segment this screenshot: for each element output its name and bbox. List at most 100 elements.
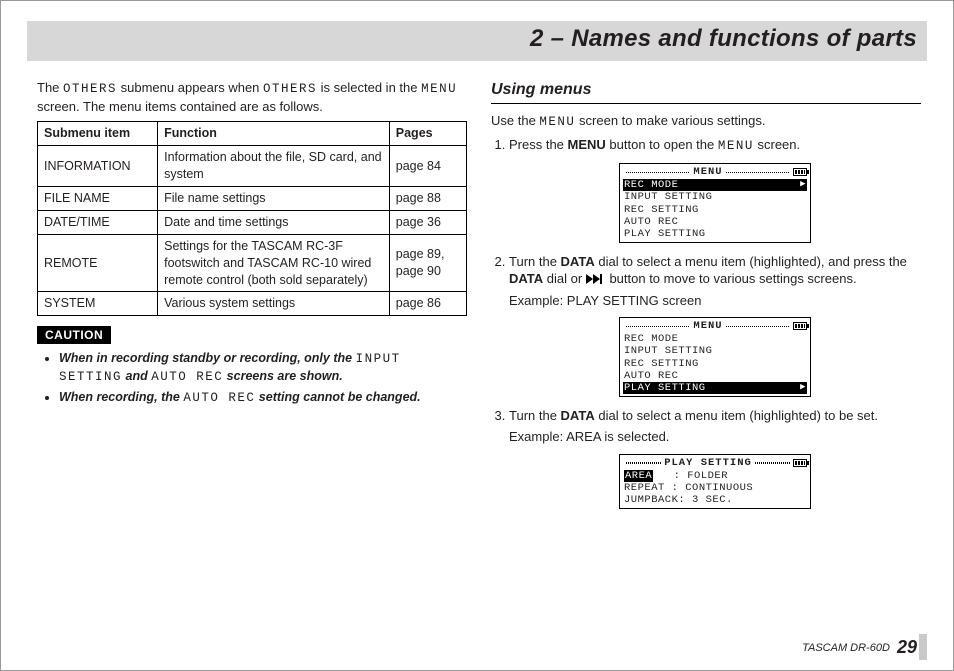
t: The <box>37 80 63 95</box>
lcd-text: OTHERS <box>263 82 317 96</box>
t: When in recording standby or recording, … <box>59 351 356 365</box>
sel-key: AREA <box>624 470 653 482</box>
t: AUTO REC <box>624 216 678 228</box>
t: dial to select a menu item (highlighted)… <box>595 254 907 269</box>
fast-forward-icon <box>586 274 606 284</box>
t: button to move to various settings scree… <box>606 271 857 286</box>
t: INPUT SETTING <box>624 345 712 357</box>
t: When recording, the <box>59 390 183 404</box>
lcd-row: REC MODE <box>623 333 807 345</box>
lcd-row: PLAY SETTING <box>623 228 807 240</box>
triangle-icon: ▶ <box>800 382 806 394</box>
t: PLAY SETTING <box>624 382 706 394</box>
key: REPEAT <box>624 482 665 494</box>
cell: SYSTEM <box>38 292 158 316</box>
t: setting cannot be changed. <box>255 390 420 404</box>
table-row: INFORMATION Information about the file, … <box>38 146 467 187</box>
t: REC MODE <box>624 333 678 345</box>
bar-icon <box>726 326 790 328</box>
battery-icon <box>793 322 807 330</box>
t: screens are shown. <box>223 369 343 383</box>
cell: FILE NAME <box>38 187 158 211</box>
step: Turn the DATA dial to select a menu item… <box>509 253 921 397</box>
lcd-row: INPUT SETTING <box>623 191 807 203</box>
t: dial to select a menu item (highlighted)… <box>595 408 878 423</box>
submenu-table: Submenu item Function Pages INFORMATION … <box>37 121 467 316</box>
table-row: SYSTEM Various system settings page 86 <box>38 292 467 316</box>
cell: page 36 <box>389 210 466 234</box>
battery-icon <box>793 168 807 176</box>
lcd-row: REPEAT : CONTINUOUS <box>623 482 807 494</box>
intro-text: The OTHERS submenu appears when OTHERS i… <box>37 79 467 115</box>
t: is selected in the <box>317 80 421 95</box>
t: REC SETTING <box>624 204 699 216</box>
lcd-row: AUTO REC <box>623 370 807 382</box>
footer-model: TASCAM DR-60D <box>802 642 890 654</box>
table-row: REMOTE Settings for the TASCAM RC-3F foo… <box>38 234 467 292</box>
bold: DATA <box>561 408 595 423</box>
caution-label: CAUTION <box>37 326 111 344</box>
steps-list: Press the MENU button to open the MENU s… <box>509 136 921 509</box>
lcd-title-row: MENU <box>623 166 807 179</box>
t: and <box>122 369 151 383</box>
t: REC SETTING <box>624 358 699 370</box>
t: dial or <box>543 271 586 286</box>
step-example: Example: PLAY SETTING screen <box>509 292 921 310</box>
cell: File name settings <box>158 187 390 211</box>
table-header-row: Submenu item Function Pages <box>38 122 467 146</box>
cell: Settings for the TASCAM RC-3F footswitch… <box>158 234 390 292</box>
bold: MENU <box>568 137 606 152</box>
caution-list: When in recording standby or recording, … <box>59 350 467 407</box>
bar-icon <box>626 172 690 174</box>
kv: AREA : FOLDER <box>624 470 728 482</box>
t: Turn the <box>509 254 561 269</box>
triangle-icon: ▶ <box>800 179 806 191</box>
th: Pages <box>389 122 466 146</box>
val: : FOLDER <box>674 470 728 482</box>
lcd-title-row: PLAY SETTING <box>623 457 807 470</box>
left-column: The OTHERS submenu appears when OTHERS i… <box>37 79 467 410</box>
step: Turn the DATA dial to select a menu item… <box>509 407 921 509</box>
t: PLAY SETTING <box>624 228 706 240</box>
cell: Date and time settings <box>158 210 390 234</box>
step-example: Example: AREA is selected. <box>509 428 921 446</box>
bar-icon <box>726 172 790 174</box>
t: button to open the <box>606 137 718 152</box>
page-number: 29 <box>897 637 917 657</box>
t: screen. <box>754 137 800 152</box>
lcd-screenshot-3: PLAY SETTING AREA : FOLDER REPEAT : CONT… <box>619 454 811 509</box>
lcd-row: JUMPBACK: 3 SEC. <box>623 494 807 506</box>
t: screen to make various settings. <box>575 113 765 128</box>
t: REC MODE <box>624 179 678 191</box>
t: Press the <box>509 137 568 152</box>
lcd-row: REC MODE ▶ <box>623 179 807 191</box>
t: INPUT SETTING <box>624 191 712 203</box>
bar-icon <box>626 462 661 464</box>
lcd-text: MENU <box>718 139 754 153</box>
th: Submenu item <box>38 122 158 146</box>
th: Function <box>158 122 390 146</box>
cell: Various system settings <box>158 292 390 316</box>
lcd-row: REC SETTING <box>623 358 807 370</box>
footer: TASCAM DR-60D 29 <box>802 637 917 658</box>
battery-icon <box>793 459 807 467</box>
lcd-row: PLAY SETTING ▶ <box>623 382 807 394</box>
bar-icon <box>755 462 790 464</box>
lcd-screenshot-2: MENU REC MODE INPUT SETTING REC SETTING … <box>619 317 811 396</box>
cell: INFORMATION <box>38 146 158 187</box>
cell: DATE/TIME <box>38 210 158 234</box>
t: AUTO REC <box>624 370 678 382</box>
chapter-title: 2 – Names and functions of parts <box>530 25 917 53</box>
lcd-text: AUTO REC <box>183 391 255 405</box>
cell: page 88 <box>389 187 466 211</box>
t: Use the <box>491 113 539 128</box>
cell: page 89, page 90 <box>389 234 466 292</box>
lcd-text: OTHERS <box>63 82 117 96</box>
val: : CONTINUOUS <box>672 482 754 494</box>
lcd-title: MENU <box>693 166 722 178</box>
caution-item: When in recording standby or recording, … <box>59 350 467 386</box>
t: screen. The menu items contained are as … <box>37 99 323 114</box>
lcd-text: AUTO REC <box>151 370 223 384</box>
table-row: FILE NAME File name settings page 88 <box>38 187 467 211</box>
bar-icon <box>626 326 690 328</box>
